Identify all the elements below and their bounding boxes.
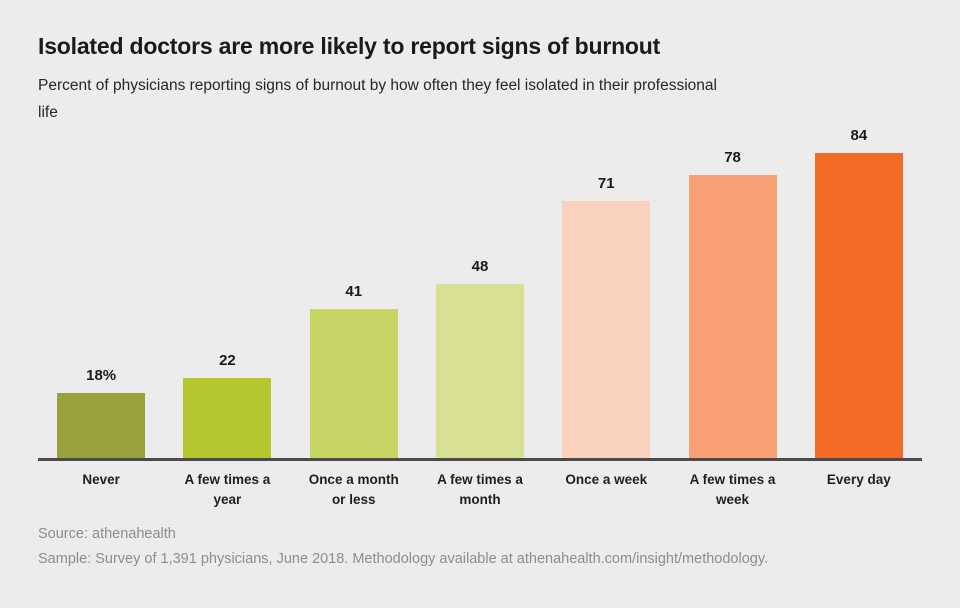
category-label: Every day	[826, 472, 891, 488]
category-labels-row: Never A few times a year Once a month or l…	[38, 461, 922, 509]
bar	[57, 392, 146, 459]
bar-value-label: 41	[345, 283, 363, 301]
bar-group: 78	[669, 149, 795, 459]
category-label: Never	[82, 472, 120, 488]
bar-group: 84	[796, 127, 922, 459]
chart-title: Isolated doctors are more likely to repo…	[38, 33, 661, 59]
bar-group: 22	[164, 352, 290, 459]
category-label: Once a month or less	[308, 472, 399, 507]
bar-value-label: 18%	[86, 366, 117, 384]
bar-group: 71	[543, 175, 669, 459]
source-line: Source: athenahealth	[38, 526, 176, 543]
bar	[309, 309, 398, 459]
bars-row: 18% 22 41 48 71 78 84	[38, 127, 922, 459]
bar-value-label: 71	[597, 174, 615, 192]
x-axis-line	[38, 458, 922, 462]
bar	[435, 284, 524, 459]
bar-value-label: 48	[471, 258, 489, 276]
chart-subtitle: Percent of physicians reporting signs of…	[38, 77, 717, 121]
bar-group: 48	[417, 258, 543, 459]
category-label: A few times a month	[437, 472, 523, 507]
bar	[183, 378, 272, 459]
bar-value-label: 22	[219, 352, 236, 370]
bar-group: 18%	[38, 366, 164, 459]
category-label: A few times a year	[184, 472, 271, 507]
bar	[688, 175, 777, 459]
bar-group: 41	[291, 283, 417, 459]
category-label: Once a week	[565, 472, 648, 488]
category-label: A few times a week	[689, 472, 776, 507]
bar	[562, 200, 651, 459]
chart-footnote: Source: athenahealth Sample: Survey of 1…	[38, 522, 922, 572]
bar	[814, 153, 903, 459]
bar-value-label: 78	[724, 149, 741, 167]
sample-line: Sample: Survey of 1,391 physicians, June…	[38, 551, 769, 568]
bar-value-label: 84	[850, 127, 868, 145]
bar-chart: 18% 22 41 48 71 78 84 Never A few times a year O…	[38, 127, 922, 509]
